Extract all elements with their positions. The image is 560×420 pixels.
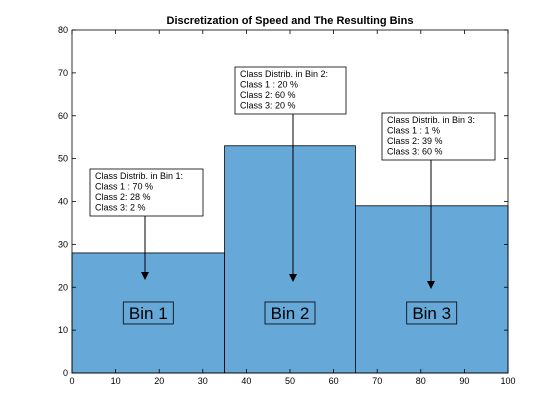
- y-tick-label: 80: [58, 25, 68, 35]
- annotation-line: Class Distrib. in Bin 2:: [240, 69, 328, 79]
- y-tick-label: 70: [58, 68, 68, 78]
- x-tick-label: 80: [416, 376, 426, 386]
- annotation-line: Class 3: 2 %: [95, 203, 146, 213]
- annotation-line: Class 1 : 1 %: [387, 126, 440, 136]
- annotation-line: Class 3: 20 %: [240, 101, 296, 111]
- y-tick-label: 0: [63, 368, 68, 378]
- x-tick-label: 70: [372, 376, 382, 386]
- annotation-line: Class 2: 60 %: [240, 90, 296, 100]
- annotation-line: Class Distrib. in Bin 3:: [387, 115, 475, 125]
- y-tick-label: 40: [58, 197, 68, 207]
- y-tick-label: 60: [58, 111, 68, 121]
- bin-label-1: Bin 1: [129, 304, 168, 323]
- annotation-line: Class 2: 39 %: [387, 136, 443, 146]
- bin-label-2: Bin 2: [271, 304, 310, 323]
- annotation-box-bin-1: [89, 168, 204, 217]
- bar-bin-3: [354, 205, 509, 374]
- x-tick-label: 20: [154, 376, 164, 386]
- x-tick-label: 50: [285, 376, 295, 386]
- bin-label-box-3: [406, 301, 458, 325]
- x-tick-label: 0: [69, 376, 74, 386]
- y-tick-label: 10: [58, 325, 68, 335]
- y-tick-label: 30: [58, 239, 68, 249]
- annotation-line: Class Distrib. in Bin 1:: [95, 171, 183, 181]
- bar-bin-2: [224, 145, 356, 374]
- x-tick-label: 40: [241, 376, 251, 386]
- y-tick-label: 50: [58, 154, 68, 164]
- x-tick-label: 30: [198, 376, 208, 386]
- x-tick-label: 100: [500, 376, 515, 386]
- annotation-line: Class 1 : 70 %: [95, 182, 153, 192]
- annotation-box-bin-2: [234, 66, 347, 115]
- annotation-line: Class 1 : 20 %: [240, 80, 298, 90]
- annotations-layer: Class Distrib. in Bin 1:Class 1 : 70 %Cl…: [89, 66, 496, 289]
- x-tick-label: 10: [111, 376, 121, 386]
- annotation-box-bin-3: [381, 112, 496, 161]
- bin-label-3: Bin 3: [412, 304, 451, 323]
- ticks-layer: 0 10 20 30 40 50 60 70 80 90 100 0 10 20 30 40 50 60 70 80: [58, 25, 516, 386]
- x-tick-label: 90: [459, 376, 469, 386]
- annotation-line: Class 2: 28 %: [95, 192, 151, 202]
- y-tick-label: 20: [58, 282, 68, 292]
- annotation-line: Class 3: 60 %: [387, 147, 443, 157]
- x-tick-label: 60: [329, 376, 339, 386]
- bin-label-box-1: [122, 301, 174, 325]
- chart-title: Discretization of Speed and The Resultin…: [167, 15, 414, 27]
- bin-label-box-2: [264, 301, 316, 325]
